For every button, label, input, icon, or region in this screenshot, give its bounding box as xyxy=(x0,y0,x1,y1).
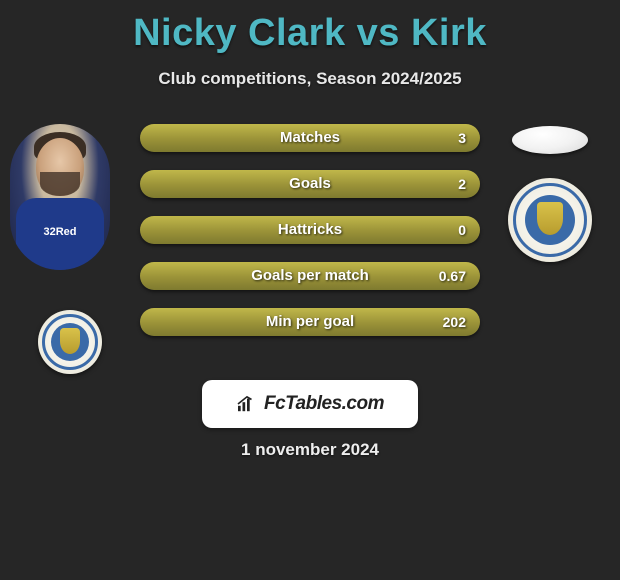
stat-label: Hattricks xyxy=(140,216,480,244)
stats-container: Matches 3 Goals 2 Hattricks 0 Goals per … xyxy=(140,124,480,354)
date-text: 1 november 2024 xyxy=(0,440,620,460)
stat-row-matches: Matches 3 xyxy=(140,124,480,152)
stat-value: 202 xyxy=(443,308,466,336)
player-photo: 32Red xyxy=(10,124,110,270)
club-badge-right xyxy=(508,178,592,262)
stat-value: 0 xyxy=(458,216,466,244)
stat-row-goals: Goals 2 xyxy=(140,170,480,198)
brand-chart-icon xyxy=(236,395,258,413)
subtitle: Club competitions, Season 2024/2025 xyxy=(0,69,620,89)
stat-value: 3 xyxy=(458,124,466,152)
brand-badge: FcTables.com xyxy=(202,380,418,428)
stat-label: Goals per match xyxy=(140,262,480,290)
stat-row-min-per-goal: Min per goal 202 xyxy=(140,308,480,336)
stat-row-goals-per-match: Goals per match 0.67 xyxy=(140,262,480,290)
stat-label: Goals xyxy=(140,170,480,198)
club-badge-left xyxy=(38,310,102,374)
brand-text: FcTables.com xyxy=(264,393,384,415)
stat-row-hattricks: Hattricks 0 xyxy=(140,216,480,244)
player-beard-shape xyxy=(40,172,80,196)
stat-value: 0.67 xyxy=(439,262,466,290)
page-title: Nicky Clark vs Kirk xyxy=(0,0,620,55)
ball-icon xyxy=(512,126,588,154)
stat-label: Matches xyxy=(140,124,480,152)
jersey-sponsor-text: 32Red xyxy=(10,226,110,238)
stat-label: Min per goal xyxy=(140,308,480,336)
stat-value: 2 xyxy=(458,170,466,198)
